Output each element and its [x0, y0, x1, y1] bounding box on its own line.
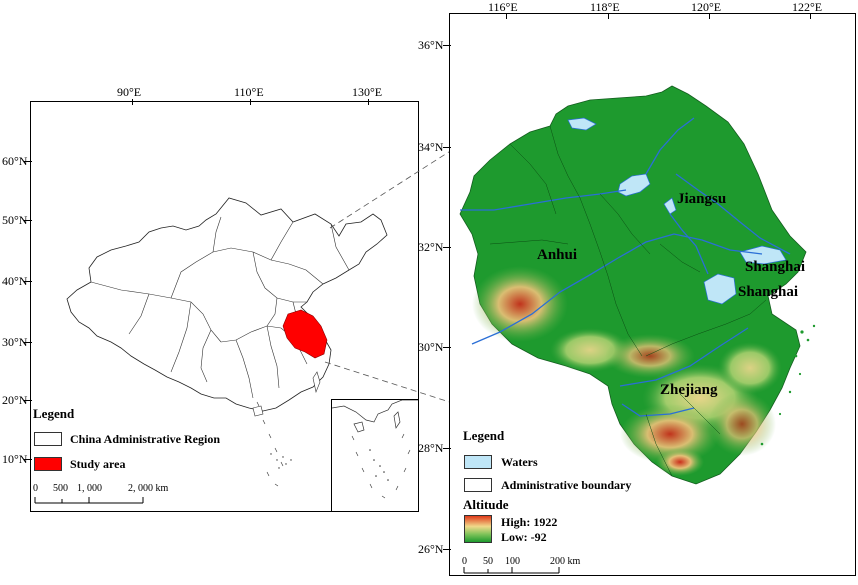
study-area-swatch — [34, 457, 62, 471]
study-area-shape — [282, 309, 328, 359]
left-lat-label-10: 10°N — [2, 452, 28, 466]
right-lon-label-116: 116°E — [488, 0, 518, 14]
huai-river — [460, 189, 627, 211]
left-lon-tick — [368, 99, 369, 105]
right-lon-tick — [506, 13, 507, 19]
right-lat-tick — [443, 45, 451, 46]
right-lon-tick — [810, 13, 811, 19]
right-lat-tick — [443, 347, 451, 348]
right-scale-0: 0 — [462, 556, 467, 567]
right-lon-tick — [709, 13, 710, 19]
right-scale-bar — [463, 567, 560, 574]
left-lon-tick — [250, 99, 251, 105]
right-lat-tick — [443, 147, 451, 148]
south-china-sea-inset — [331, 399, 419, 512]
region-label-zhejiang: Zhejiang — [660, 382, 718, 398]
right-lat-label-32: 32°N — [418, 240, 444, 254]
left-lat-tick — [24, 342, 32, 343]
left-legend-title: Legend — [33, 406, 75, 421]
altitude-high-label: High: 1922 — [501, 515, 558, 529]
left-scale-1000: 1, 000 — [77, 483, 102, 494]
right-lat-label-28: 28°N — [418, 441, 444, 455]
region-label-shanghai-2: Shanghai — [738, 284, 799, 300]
waters-label: Waters — [501, 455, 538, 469]
left-lon-tick — [132, 99, 133, 105]
study-area-label: Study area — [70, 457, 126, 471]
left-lon-label-130: 130°E — [352, 85, 383, 99]
luoma-lake — [567, 117, 597, 131]
left-lat-label-30: 30°N — [2, 335, 28, 349]
region-label-jiangsu: Jiangsu — [677, 191, 727, 207]
left-scale-500: 500 — [53, 483, 68, 494]
taihu-lake — [703, 273, 737, 305]
left-lat-tick — [24, 281, 32, 282]
study-area-dem-map — [449, 13, 856, 576]
right-lat-label-34: 34°N — [418, 140, 444, 154]
region-label-anhui: Anhui — [537, 247, 578, 263]
left-scale-0: 0 — [33, 483, 38, 494]
left-lat-tick — [24, 220, 32, 221]
right-lon-label-118: 118°E — [590, 0, 620, 14]
left-scale-bar — [34, 497, 144, 504]
right-legend-title: Legend — [463, 428, 505, 443]
right-scale-50: 50 — [483, 556, 493, 567]
yangtze-estuary — [739, 245, 787, 265]
right-lat-label-30: 30°N — [418, 340, 444, 354]
right-lon-label-120: 120°E — [691, 0, 722, 14]
inset-svg — [331, 399, 418, 499]
right-lon-tick — [608, 13, 609, 19]
altitude-gradient-swatch — [464, 515, 492, 543]
left-lat-label-50: 50°N — [2, 213, 28, 227]
qiantang-river — [619, 327, 749, 387]
left-lon-label-110: 110°E — [234, 85, 264, 99]
gaoyou-lake — [663, 197, 677, 215]
right-scale-100: 100 — [505, 556, 520, 567]
altitude-title: Altitude — [463, 497, 509, 512]
china-outline-svg — [66, 197, 388, 487]
admin-boundary-swatch — [464, 478, 492, 492]
right-lat-tick — [443, 549, 451, 550]
dem-map-svg — [459, 85, 816, 485]
left-lon-label-90: 90°E — [117, 85, 142, 99]
china-overview-map — [30, 101, 419, 512]
yangtze-river — [471, 233, 763, 345]
altitude-low-label: Low: -92 — [501, 530, 547, 544]
xinan-river — [621, 403, 695, 417]
admin-boundary-label: Administrative boundary — [501, 478, 632, 492]
grand-canal — [669, 213, 709, 275]
left-lat-label-20: 20°N — [2, 393, 28, 407]
right-lat-tick — [443, 247, 451, 248]
left-lat-label-60: 60°N — [2, 154, 28, 168]
left-lat-tick — [24, 400, 32, 401]
left-lat-tick — [24, 459, 32, 460]
china-region-swatch — [34, 432, 62, 446]
left-scale-2000: 2, 000 km — [128, 483, 169, 494]
waters-swatch — [464, 455, 492, 469]
china-admin-regions — [66, 197, 388, 412]
right-lat-label-26: 26°N — [418, 542, 444, 556]
right-scale-200: 200 km — [550, 556, 581, 567]
region-label-shanghai: Shanghai — [745, 259, 806, 275]
right-lat-tick — [443, 448, 451, 449]
left-lat-label-40: 40°N — [2, 274, 28, 288]
right-lon-label-122: 122°E — [792, 0, 823, 14]
right-lat-label-36: 36°N — [418, 38, 444, 52]
left-lat-tick — [24, 161, 32, 162]
china-region-label: China Administrative Region — [70, 432, 221, 446]
